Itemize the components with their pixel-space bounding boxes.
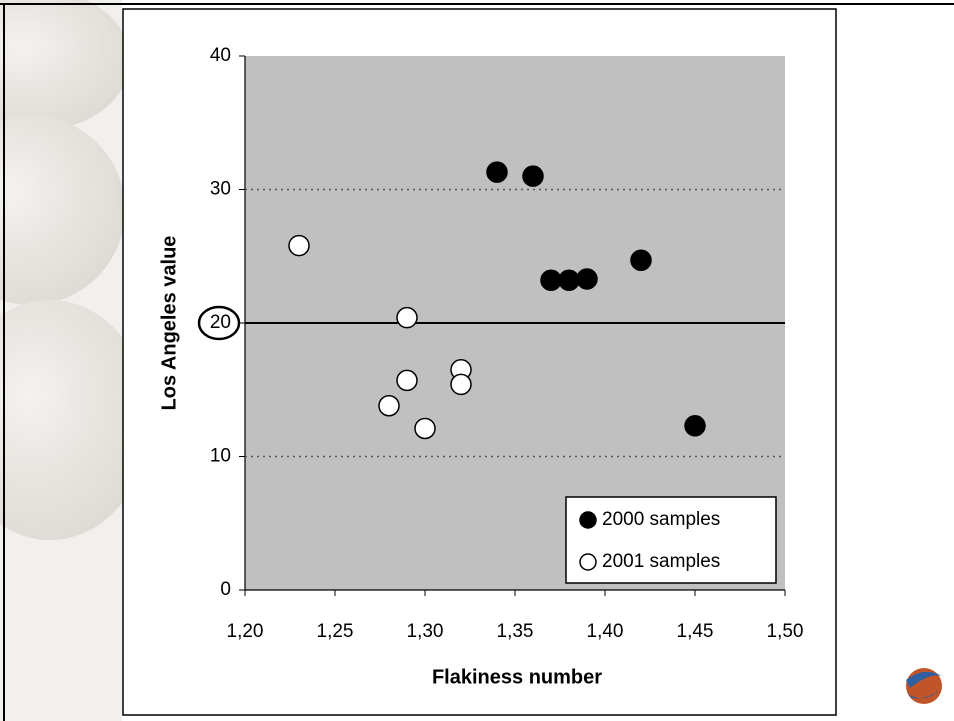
x-tick-label: 1,45 bbox=[677, 621, 714, 642]
point bbox=[450, 373, 472, 396]
legend-marker bbox=[579, 511, 597, 529]
x-tick-label: 1,50 bbox=[767, 621, 804, 642]
y-tick-label: 20 bbox=[210, 312, 231, 333]
y-tick-label: 30 bbox=[210, 179, 231, 200]
x-tick-label: 1,35 bbox=[497, 621, 534, 642]
x-tick-label: 1,40 bbox=[587, 621, 624, 642]
logo bbox=[906, 668, 942, 704]
point bbox=[540, 269, 562, 292]
x-tick-label: 1,25 bbox=[317, 621, 354, 642]
y-axis-title: Los Angeles value bbox=[158, 236, 180, 411]
x-tick-label: 1,20 bbox=[227, 621, 264, 642]
legend-label: 2001 samples bbox=[602, 551, 720, 572]
legend-box bbox=[565, 496, 777, 584]
legend-marker bbox=[579, 553, 597, 571]
point bbox=[378, 395, 400, 417]
point bbox=[576, 268, 598, 290]
y-tick-label: 40 bbox=[210, 45, 231, 66]
point bbox=[288, 234, 310, 257]
y-tick-label: 0 bbox=[220, 579, 231, 600]
point bbox=[558, 269, 580, 292]
x-axis-title: Flakiness number bbox=[432, 666, 602, 688]
x-tick-label: 1,30 bbox=[407, 621, 444, 642]
point bbox=[396, 306, 418, 329]
point bbox=[684, 415, 706, 437]
rock-decoration bbox=[0, 0, 150, 721]
tick-highlight bbox=[197, 305, 241, 341]
point bbox=[522, 165, 544, 187]
point bbox=[486, 161, 508, 183]
legend-label: 2000 samples bbox=[602, 509, 720, 530]
point bbox=[396, 369, 418, 392]
y-tick-label: 10 bbox=[210, 446, 231, 467]
point bbox=[414, 417, 436, 440]
point bbox=[630, 249, 652, 272]
